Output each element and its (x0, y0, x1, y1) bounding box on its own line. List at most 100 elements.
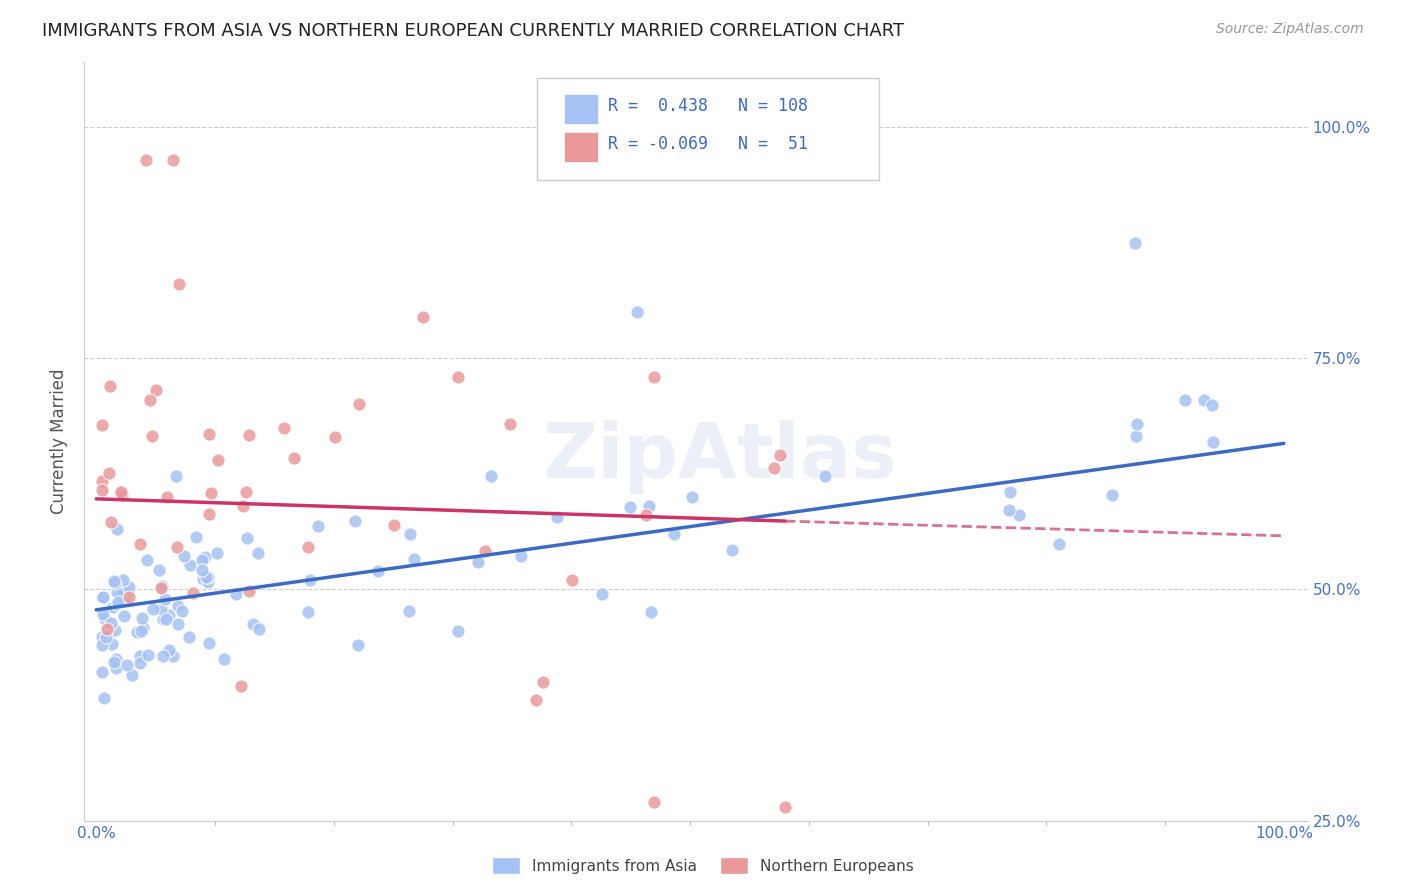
Point (242, 617, 264, 632)
Point (769, 448, 792, 462)
Bar (564, 94, 598, 124)
Point (118, 590, 141, 604)
Point (238, 428, 260, 442)
Point (643, 795, 665, 809)
Point (157, 643, 180, 657)
Point (112, 573, 135, 587)
Point (346, 638, 368, 652)
Point (1101, 488, 1123, 502)
Point (246, 546, 269, 560)
Point (91, 607, 114, 621)
Point (388, 873, 411, 888)
Point (297, 605, 319, 619)
Point (1008, 508, 1031, 522)
Point (115, 657, 138, 672)
Point (167, 599, 190, 614)
Bar (564, 132, 598, 162)
Legend: Immigrants from Asia, Northern Europeans: Immigrants from Asia, Northern Europeans (486, 851, 920, 880)
Point (101, 600, 124, 615)
Point (150, 582, 173, 596)
Point (721, 543, 744, 558)
Point (142, 601, 165, 615)
Point (148, 563, 170, 577)
Point (145, 383, 167, 397)
Point (193, 573, 215, 587)
Point (447, 369, 470, 384)
Point (546, 510, 568, 524)
Point (112, 594, 135, 608)
Point (115, 585, 138, 599)
Point (447, 624, 470, 639)
Point (298, 573, 321, 587)
Point (200, 485, 222, 500)
Point (238, 583, 260, 598)
Point (636, 508, 658, 522)
Point (136, 648, 159, 662)
Point (323, 430, 346, 444)
Point (179, 558, 201, 573)
Point (283, 451, 305, 466)
Point (643, 369, 665, 384)
Point (479, 469, 502, 483)
Point (398, 604, 420, 618)
Point (136, 553, 159, 567)
Point (107, 595, 129, 609)
Text: R = -0.069   N =  51: R = -0.069 N = 51 (607, 135, 808, 153)
Point (111, 488, 134, 502)
Point (229, 679, 252, 693)
Point (152, 648, 174, 663)
Point (236, 531, 259, 545)
Point (100, 515, 122, 529)
Point (112, 609, 135, 624)
Point (184, 530, 207, 544)
Point (273, 420, 295, 434)
Point (129, 624, 152, 639)
Point (132, 621, 155, 635)
Point (104, 623, 127, 637)
Point (402, 551, 425, 566)
Point (1174, 392, 1197, 407)
Point (194, 550, 217, 565)
Point (297, 540, 319, 554)
Point (207, 453, 229, 467)
Point (128, 656, 150, 670)
Point (247, 622, 270, 636)
Point (108, 589, 131, 603)
Point (105, 584, 128, 599)
Point (110, 485, 132, 500)
Point (1201, 398, 1223, 412)
Point (763, 461, 786, 475)
Text: IMMIGRANTS FROM ASIA VS NORTHERN EUROPEAN CURRENTLY MARRIED CORRELATION CHART: IMMIGRANTS FROM ASIA VS NORTHERN EUROPEA… (42, 22, 904, 40)
Point (191, 563, 214, 577)
Point (212, 651, 235, 665)
Point (1202, 434, 1225, 449)
FancyBboxPatch shape (537, 78, 880, 180)
Point (207, 546, 229, 560)
Point (105, 522, 128, 536)
Point (162, 649, 184, 664)
Point (412, 310, 434, 324)
Point (1047, 536, 1070, 550)
Point (662, 527, 685, 541)
Point (382, 518, 405, 533)
Point (91, 638, 114, 652)
Point (139, 393, 162, 408)
Point (626, 305, 648, 319)
Point (141, 429, 163, 443)
Point (170, 604, 193, 618)
Point (91, 591, 114, 605)
Point (474, 544, 496, 558)
Point (232, 499, 254, 513)
Point (150, 579, 173, 593)
Point (998, 485, 1021, 500)
Point (173, 549, 195, 564)
Point (197, 575, 219, 590)
Point (531, 674, 554, 689)
Point (1125, 235, 1147, 250)
Point (195, 570, 218, 584)
Point (162, 153, 184, 167)
Point (347, 396, 370, 410)
Point (91, 474, 114, 488)
Point (107, 574, 129, 589)
Point (198, 636, 221, 650)
